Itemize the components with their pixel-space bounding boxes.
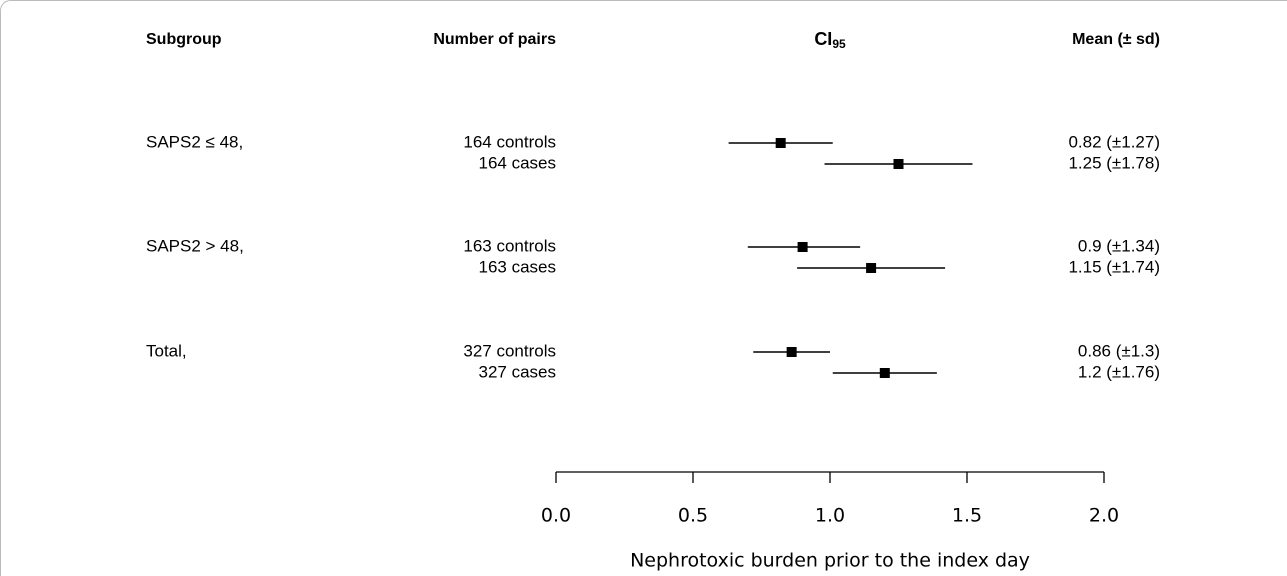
mean-marker <box>893 159 904 169</box>
x-tick-label: 0.0 <box>541 505 571 527</box>
pairs-label: 163 controls <box>463 236 556 255</box>
x-tick-label: 2.0 <box>1089 505 1119 527</box>
header-pairs: Number of pairs <box>433 31 556 48</box>
subgroup-label: SAPS2 > 48, <box>146 236 244 255</box>
mean-marker <box>797 242 808 252</box>
mean-label: 1.15 (±1.74) <box>1068 257 1160 276</box>
pairs-label: 164 controls <box>463 132 556 151</box>
mean-marker <box>786 347 797 357</box>
x-axis-label: Nephrotoxic burden prior to the index da… <box>630 550 1030 572</box>
pairs-label: 163 cases <box>479 257 557 276</box>
header-ci-sub: 95 <box>832 37 846 51</box>
pairs-label: 164 cases <box>479 153 557 172</box>
mean-label: 1.25 (±1.78) <box>1068 153 1160 172</box>
mean-label: 0.82 (±1.27) <box>1068 132 1160 151</box>
header-mean: Mean (± sd) <box>1072 31 1160 48</box>
subgroup-label: SAPS2 ≤ 48, <box>146 132 243 151</box>
mean-label: 0.86 (±1.3) <box>1078 341 1160 360</box>
mean-label: 0.9 (±1.34) <box>1078 236 1160 255</box>
header-subgroup: Subgroup <box>146 31 222 48</box>
pairs-label: 327 cases <box>479 362 557 381</box>
x-tick-label: 1.5 <box>952 505 982 527</box>
mean-label: 1.2 (±1.76) <box>1078 362 1160 381</box>
mean-marker <box>775 138 786 148</box>
x-tick-label: 1.0 <box>815 505 845 527</box>
mean-marker <box>879 368 890 378</box>
pairs-label: 327 controls <box>463 341 556 360</box>
subgroup-label: Total, <box>146 341 187 360</box>
header-ci-text: CI <box>814 29 832 49</box>
x-tick-label: 0.5 <box>678 505 708 527</box>
header-ci: CI95 <box>814 29 846 51</box>
mean-marker <box>866 263 877 273</box>
